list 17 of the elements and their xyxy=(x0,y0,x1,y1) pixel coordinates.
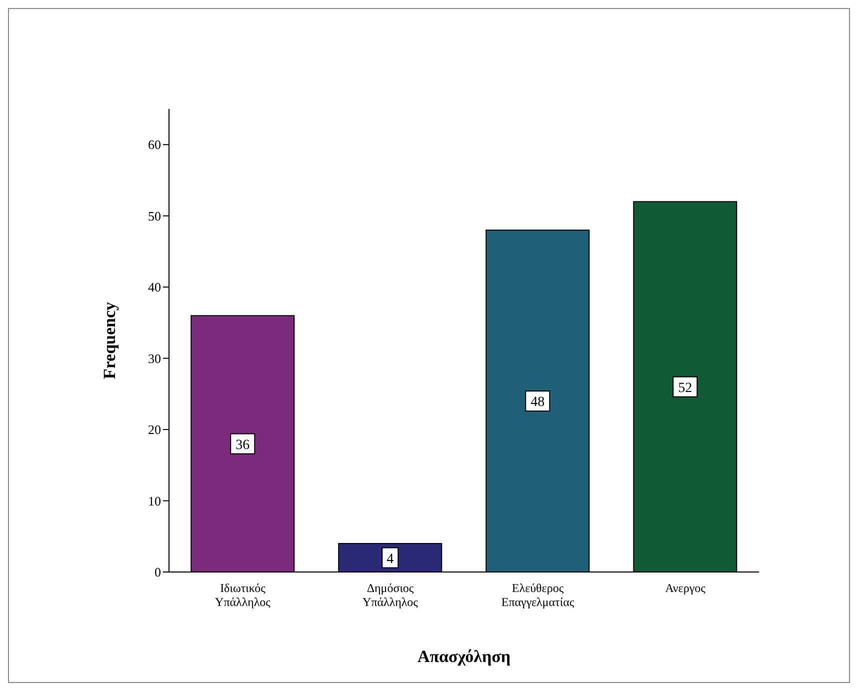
x-tick-label: Ελεύθερος Επαγγελματίας xyxy=(501,581,574,609)
data-label: 48 xyxy=(530,395,545,410)
x-tick-label: Ιδιωτικός Υπάλληλος xyxy=(215,581,271,609)
x-axis-title: Απασχόληση xyxy=(417,647,511,666)
x-tick-label: Ανεργος xyxy=(665,581,706,595)
y-axis-title: Frequency xyxy=(100,301,120,380)
data-label: 36 xyxy=(236,438,250,453)
data-label: 52 xyxy=(678,380,692,396)
y-tick-label: 30 xyxy=(148,350,161,366)
y-tick-label: 10 xyxy=(148,493,161,508)
y-tick-label: 20 xyxy=(148,422,161,438)
data-label: 4 xyxy=(386,552,394,567)
y-tick-label: 50 xyxy=(148,208,161,224)
y-tick-label: 40 xyxy=(148,280,161,295)
y-tick-label: 60 xyxy=(148,137,161,152)
y-tick-label: 0 xyxy=(154,564,161,580)
x-tick-label: Δημόσιος Υπάλληλος xyxy=(362,581,418,609)
